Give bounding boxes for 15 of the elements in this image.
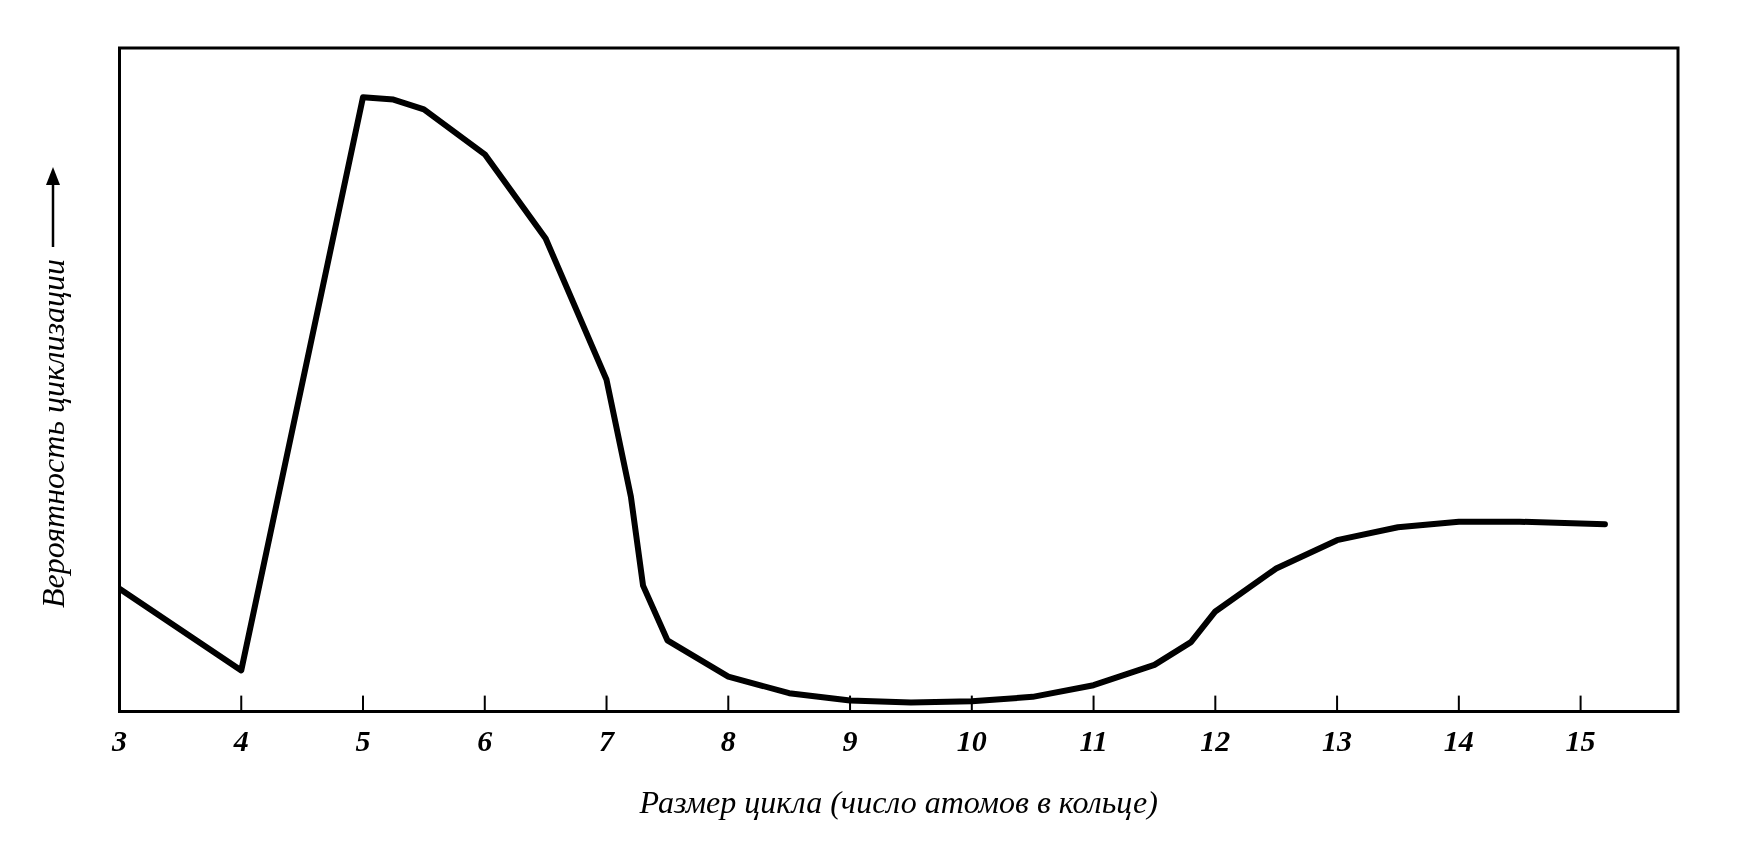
x-tick-label: 7 [599,724,616,758]
x-tick-label: 4 [232,724,249,758]
x-tick-label: 6 [477,724,493,758]
x-tick-label: 9 [842,724,858,758]
x-tick-label: 3 [111,724,127,758]
x-axis-title: Размер цикла (число атомов в кольце) [638,784,1158,821]
x-tick-label: 13 [1322,724,1353,758]
x-tick-label: 11 [1079,724,1108,758]
x-tick-label: 10 [956,724,987,758]
x-tick-label: 5 [355,724,371,758]
x-tick-label: 8 [720,724,736,758]
y-axis-title: Вероятность циклизации [34,259,72,609]
x-tick-label: 15 [1565,724,1596,758]
x-tick-label: 12 [1200,724,1231,758]
x-tick-label: 14 [1443,724,1474,758]
